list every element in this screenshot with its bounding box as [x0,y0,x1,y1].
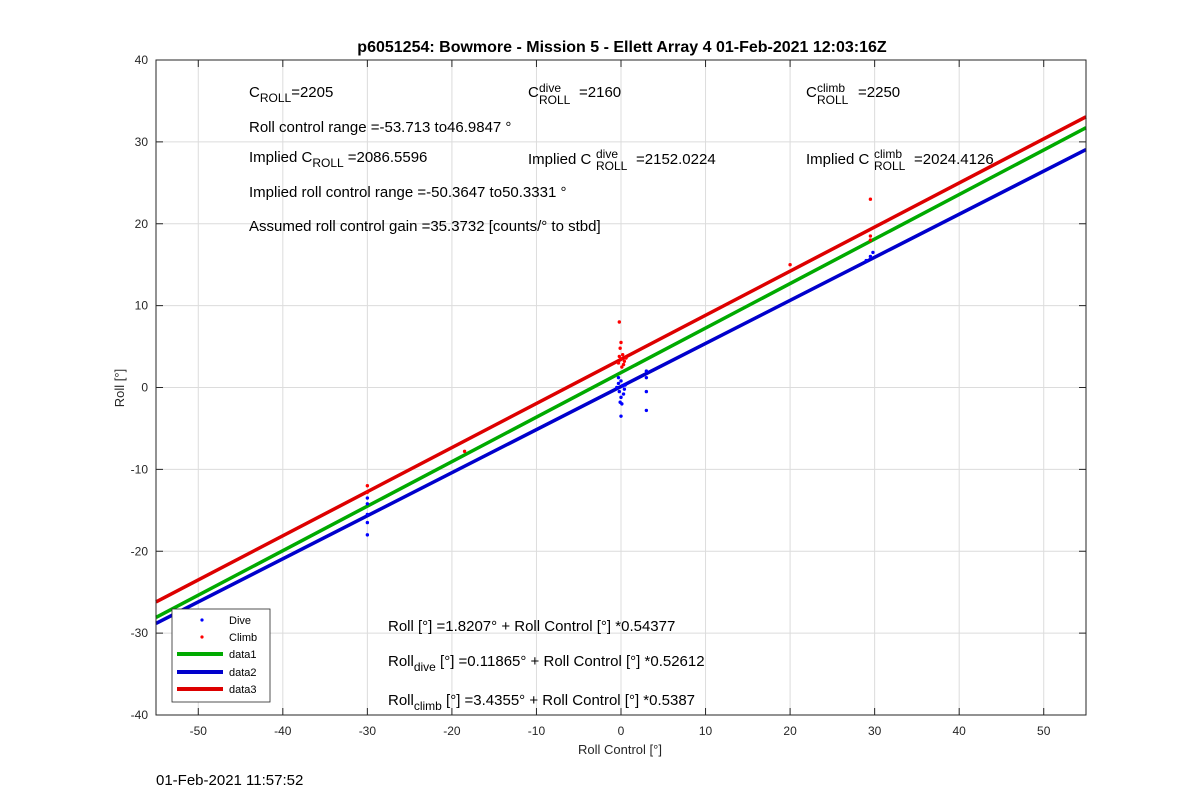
legend: Dive Climb data1 data2 data3 [171,608,271,703]
legend-marker-dive [200,618,204,622]
point-climb [868,238,873,242]
point-climb [620,353,625,357]
legend-label-data3: data3 [229,684,257,696]
point-dive [365,512,370,517]
point-climb [619,357,623,361]
implied-roll-control-range: Implied roll control range =-50.3647 to5… [249,184,566,201]
y-tick-label: 20 [135,217,149,231]
equation-dive: Rolldive [°] =0.11865° + Roll Control [°… [388,653,705,674]
point-dive [616,375,621,380]
y-tick-label: 10 [135,299,149,313]
y-tick-label: -40 [131,708,149,722]
y-tick-label: 0 [141,381,148,395]
point-dive [617,389,622,394]
point-dive [871,250,875,255]
point-dive [619,414,623,418]
point-dive [868,254,873,259]
plot-area: -50 -40 -30 -20 -10 0 10 20 30 40 50 -40 -30 -20 -10 0 1… [131,53,1087,738]
point-dive [623,383,627,387]
x-tick-label: 30 [868,724,882,738]
x-tick-label: -40 [274,724,292,738]
assumed-roll-control-gain: Assumed roll control gain =35.3732 [coun… [249,218,601,235]
x-tick-label: -50 [190,724,208,738]
timestamp-footer: 01-Feb-2021 11:57:52 [156,772,304,789]
point-climb [365,484,370,488]
point-dive [615,385,619,390]
legend-entry-climb: Climb [200,632,257,644]
point-dive [618,400,622,404]
legend-label-data1: data1 [229,649,257,661]
x-tick-label: -30 [359,724,377,738]
point-climb [624,356,628,360]
point-dive [621,392,626,396]
point-dive [622,387,627,391]
equation-all: Roll [°] =1.8207° + Roll Control [°] *0.… [388,618,675,635]
point-climb [620,365,624,369]
point-climb [868,234,873,238]
point-dive [644,408,649,413]
legend-entry-data1: data1 [177,649,257,661]
point-climb [621,362,626,367]
point-climb [788,262,792,267]
implied-c-roll: Implied CROLL =2086.5596 [249,149,427,170]
point-dive [644,375,649,380]
point-climb [617,320,622,324]
fit-line-data1 [155,126,1087,620]
y-tick-label: -30 [131,626,149,640]
legend-entry-data3: data3 [177,684,257,696]
axis-ticks: -50 -40 -30 -20 -10 0 10 20 30 40 50 -40 -30 -20 -10 0 1… [131,53,1086,738]
point-climb [618,346,622,350]
point-climb [365,490,370,494]
roll-control-range: Roll control range =-53.713 to46.9847 ° [249,119,511,136]
x-tick-label: 10 [699,724,713,738]
y-tick-label: 40 [135,53,149,67]
c-roll-climb-annotation: Cclimb ROLL =2250 [806,81,900,107]
point-dive [365,502,370,506]
point-dive [365,520,370,525]
legend-entry-data2: data2 [177,667,257,679]
c-roll-dive-annotation: Cdive ROLL =2160 [528,81,621,107]
x-axis-label: Roll Control [°] [578,742,662,757]
point-climb [622,359,627,363]
equation-climb: Rollclimb [°] =3.4355° + Roll Control [°… [388,692,695,713]
point-dive [365,533,370,537]
legend-marker-climb [200,635,204,639]
point-dive [644,369,649,373]
point-climb [868,197,873,201]
x-tick-label: 40 [953,724,967,738]
annotations: CROLL=2205 Cdive ROLL =2160 Cclimb ROLL =225… [249,81,994,713]
x-tick-label: 20 [783,724,797,738]
y-tick-label: -20 [131,544,149,558]
y-tick-label: 30 [135,135,149,149]
chart-title: p6051254: Bowmore - Mission 5 - Ellett A… [357,39,887,56]
point-dive [619,379,623,383]
scatter-points [365,197,875,537]
c-roll-annotation: CROLL=2205 [249,84,333,105]
y-tick-label: -10 [131,462,149,476]
legend-entry-dive: Dive [200,615,251,627]
point-dive [616,381,621,386]
x-tick-label: -10 [528,724,546,738]
point-dive [619,395,623,400]
legend-label-dive: Dive [229,615,251,627]
point-climb [462,449,467,454]
point-dive [644,389,649,394]
legend-label-data2: data2 [229,667,257,679]
legend-label-climb: Climb [229,632,257,644]
x-tick-label: 50 [1037,724,1051,738]
point-climb [617,354,622,359]
y-axis-label: Roll [°] [112,369,127,407]
fit-line-data2 [155,148,1087,626]
point-dive [864,258,868,263]
point-climb [616,361,621,365]
point-dive [365,496,370,500]
x-tick-label: -20 [443,724,461,738]
x-tick-label: 0 [618,724,625,738]
point-climb [619,340,623,345]
